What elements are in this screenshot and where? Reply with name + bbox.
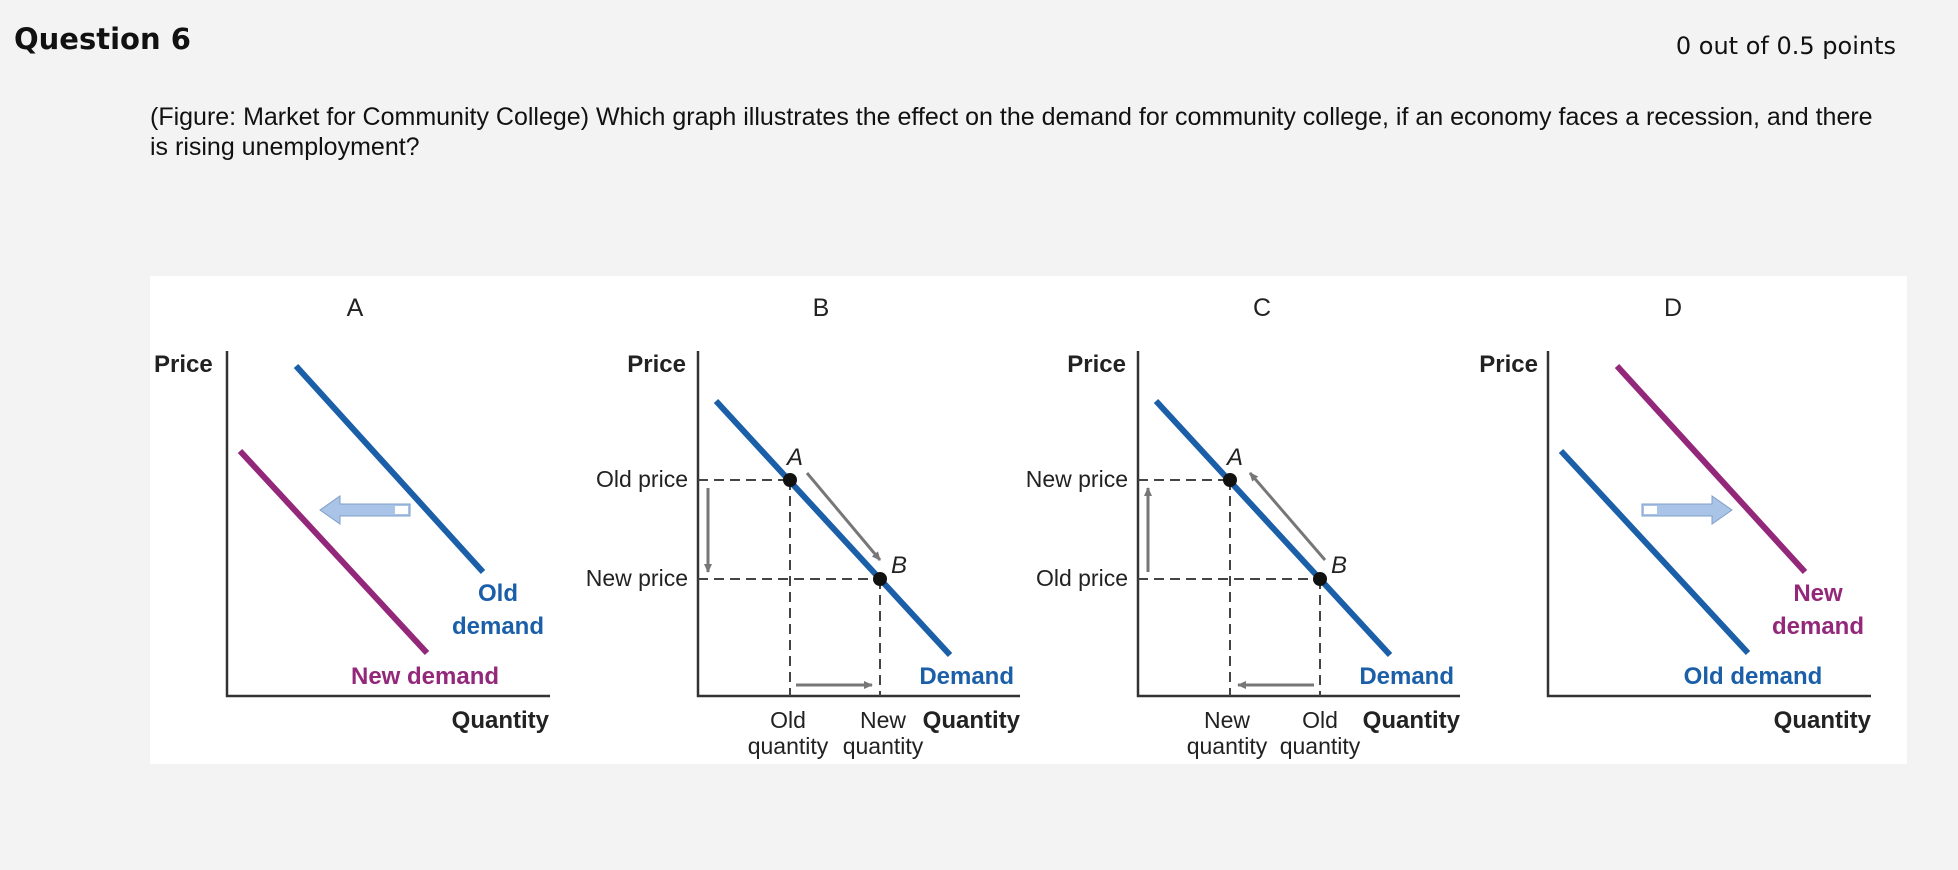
- graph-d-old-demand-curve: [1558, 448, 1751, 656]
- graph-b-letter: B: [813, 294, 830, 322]
- market-figure-svg: A Price Old demand New demand Quantity B…: [154, 294, 1872, 759]
- graph-c-letter: C: [1253, 294, 1271, 322]
- graph-c-point-a: [1223, 473, 1237, 487]
- graph-d-letter: D: [1664, 294, 1682, 322]
- graph-d: D Price New demand Old demand Quantity: [1479, 294, 1871, 734]
- graph-b-old-price-label: Old price: [596, 466, 688, 492]
- graph-a-old-demand-label-line2: demand: [452, 613, 544, 640]
- graph-c-point-a-label: A: [1225, 444, 1243, 471]
- graph-a-old-demand-curve: [293, 363, 486, 575]
- graph-c-old-quantity-label-line1: Old: [1302, 707, 1338, 733]
- graph-c-movement-arrow: [1248, 472, 1327, 561]
- graph-d-quantity-label: Quantity: [1774, 707, 1872, 734]
- graph-d-new-demand-curve: [1614, 363, 1808, 575]
- graph-c-new-quantity-label-line1: New: [1204, 707, 1250, 733]
- graph-a-price-label: Price: [154, 351, 213, 378]
- graph-b-new-quantity-label-line2: quantity: [843, 733, 924, 759]
- graph-c-price-label: Price: [1067, 351, 1126, 378]
- graph-d-new-demand-label-line1: New: [1793, 580, 1843, 607]
- graph-c-point-b-label: B: [1331, 552, 1347, 579]
- graph-c-new-price-label: New price: [1026, 466, 1128, 492]
- graph-d-price-label: Price: [1479, 351, 1538, 378]
- graph-a-axes: [225, 351, 550, 698]
- graph-b-demand-curve: [713, 398, 953, 658]
- graph-c-old-quantity-label-line2: quantity: [1280, 733, 1361, 759]
- graph-a-letter: A: [347, 294, 364, 322]
- graph-b-point-a-label: A: [785, 444, 803, 471]
- graph-b-movement-arrow: [805, 472, 882, 561]
- graph-a-arrow-highlight: [395, 506, 408, 514]
- graph-b-point-a: [783, 473, 797, 487]
- graph-a-quantity-label: Quantity: [452, 707, 550, 734]
- graph-a-new-demand-curve: [237, 448, 430, 656]
- graph-b: B Price Old price New price A B Demand O…: [586, 294, 1021, 759]
- graph-c-demand-label: Demand: [1359, 663, 1454, 690]
- graph-a-shift-left-arrow: [319, 495, 411, 525]
- graph-a: A Price Old demand New demand Quantity: [154, 294, 550, 734]
- graph-c-old-price-label: Old price: [1036, 565, 1128, 591]
- graph-b-point-b-label: B: [891, 552, 907, 579]
- graph-b-axes: [696, 351, 1020, 698]
- graph-c-new-quantity-label-line2: quantity: [1187, 733, 1268, 759]
- graph-c-point-b: [1313, 572, 1327, 586]
- graph-b-quantity-label: Quantity: [923, 707, 1021, 734]
- graph-c-quantity-label: Quantity: [1363, 707, 1461, 734]
- question-text: (Figure: Market for Community College) W…: [150, 103, 1873, 161]
- graph-d-new-demand-label-line2: demand: [1772, 613, 1864, 640]
- graph-d-old-demand-label: Old demand: [1684, 663, 1823, 690]
- graph-b-price-label: Price: [627, 351, 686, 378]
- question-title: Question 6: [14, 22, 191, 56]
- graph-b-old-quantity-label-line1: Old: [770, 707, 806, 733]
- graph-b-new-price-label: New price: [586, 565, 688, 591]
- graph-c-demand-curve: [1153, 398, 1393, 658]
- graph-b-old-quantity-label-line2: quantity: [748, 733, 829, 759]
- graph-a-old-demand-label-line1: Old: [478, 580, 518, 607]
- market-figure: A Price Old demand New demand Quantity B…: [150, 276, 1907, 764]
- question-points: 0 out of 0.5 points: [1675, 32, 1896, 60]
- graph-c: C Price New price Old price A B Demand N…: [1026, 294, 1461, 759]
- graph-b-point-b: [873, 572, 887, 586]
- graph-b-new-quantity-label-line1: New: [860, 707, 906, 733]
- graph-a-new-demand-label: New demand: [351, 663, 499, 690]
- graph-d-shift-right-arrow: [1641, 495, 1733, 525]
- graph-c-axes: [1136, 351, 1460, 698]
- graph-b-demand-label: Demand: [919, 663, 1014, 690]
- graph-d-arrow-highlight: [1644, 506, 1657, 514]
- graph-d-axes: [1546, 351, 1871, 698]
